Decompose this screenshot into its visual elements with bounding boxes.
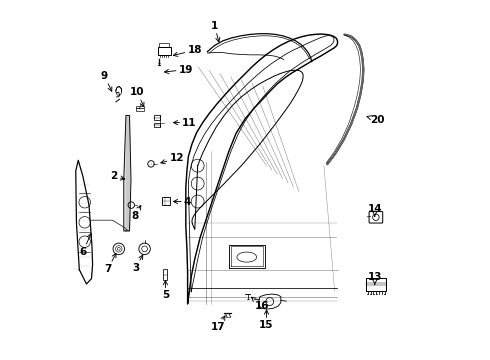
Polygon shape [124,116,131,231]
Bar [162,197,170,205]
Text: 16: 16 [251,297,270,311]
Text: 1: 1 [211,21,220,42]
Text: 14: 14 [368,204,382,216]
Text: 20: 20 [367,115,385,125]
Text: 2: 2 [110,171,125,181]
Text: 4: 4 [173,197,191,207]
Bar [163,269,167,280]
Text: 13: 13 [368,272,382,285]
Bar [153,116,160,120]
Text: 12: 12 [161,153,184,164]
Text: 19: 19 [165,64,193,75]
Bar [158,47,171,55]
Text: 7: 7 [104,253,116,274]
Text: 10: 10 [130,87,145,107]
Text: 15: 15 [259,310,274,330]
Text: 5: 5 [162,280,169,301]
Text: 8: 8 [131,206,141,221]
Text: 3: 3 [132,255,143,273]
Bar [159,43,170,47]
Text: 17: 17 [211,316,225,332]
Bar [366,278,386,291]
Text: 6: 6 [79,234,91,257]
Bar [153,123,160,127]
Bar [136,106,144,111]
Text: 9: 9 [101,71,112,91]
Text: 11: 11 [173,118,196,128]
Text: 18: 18 [173,45,202,57]
